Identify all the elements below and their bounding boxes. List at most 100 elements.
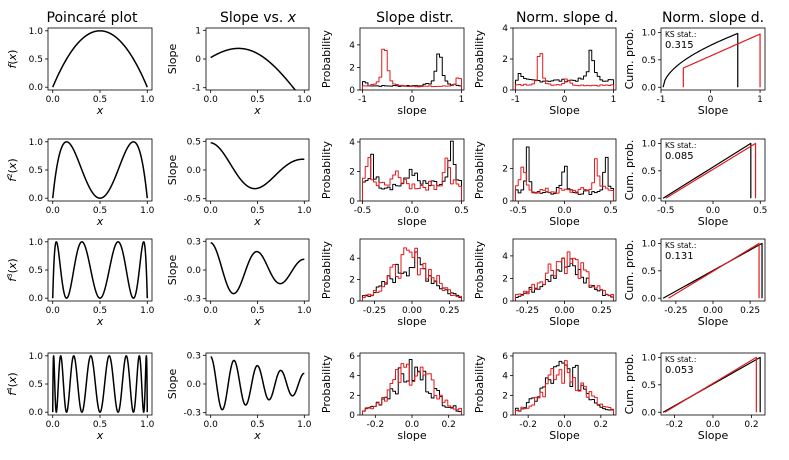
y-tick-label: 1.0	[29, 138, 44, 148]
hist-red	[361, 247, 463, 301]
y-tick-label: 2	[502, 164, 508, 174]
x-tick-label: 0.0	[46, 206, 61, 216]
x-tick-label: 0.5	[250, 95, 264, 105]
y-tick-label: 0.0	[29, 83, 44, 93]
y-axis-label: Slope	[166, 44, 179, 75]
panel-r4-c5: -0.2 0.0 0.2 0.0 0.5 1.0 Slope Cum. prob. KS sta…	[623, 352, 766, 442]
y-axis-label: Slope	[166, 255, 179, 286]
slope-curve	[210, 141, 305, 190]
x-axis-label: x	[96, 104, 104, 117]
x-tick-label: 1.0	[297, 206, 312, 216]
y-tick-label: 0.0	[187, 380, 202, 390]
y-axis-label: Probability	[320, 240, 333, 299]
x-tick-label: 0.0	[204, 420, 219, 430]
y-tick-label: 0.0	[187, 166, 202, 176]
x-tick-label: 0.5	[93, 206, 107, 216]
plot-area	[210, 141, 305, 190]
axes-frame	[359, 352, 465, 416]
norm-hist-red	[514, 251, 615, 301]
norm-hist-red	[514, 53, 615, 90]
y-tick-label: 0	[349, 86, 355, 96]
y-tick-label: 0.0	[29, 194, 44, 204]
y-tick-label: 4	[349, 41, 355, 51]
plot-area	[514, 146, 615, 201]
x-tick-label: 0.25	[592, 306, 612, 316]
y-axis-label: Probability	[473, 29, 486, 88]
x-axis-label: x	[253, 429, 261, 442]
y-tick-label: 0.0	[642, 294, 657, 304]
paren-close: )	[6, 372, 19, 376]
x-tick-label: -0.2	[666, 420, 684, 430]
y-tick-label: 4	[349, 372, 355, 382]
cdf-black	[662, 142, 752, 199]
y-tick-label: 2	[349, 391, 355, 401]
paren-open: (	[6, 383, 19, 387]
y-tick-label: 0.5	[642, 381, 656, 391]
panel-r3-c4: -0.25 0.00 0.25 0 2 4 Slope Probability	[473, 238, 617, 328]
plot-area	[52, 30, 148, 88]
y-tick-label: 1.0	[29, 27, 44, 37]
cdf-red	[665, 142, 757, 199]
axes-frame	[47, 138, 153, 202]
x-tick-label: -0.25	[516, 306, 539, 316]
axes-frame	[205, 27, 310, 91]
y-tick-label: 0.0	[642, 194, 657, 204]
x-symbol: x	[6, 376, 19, 384]
x-tick-label: 0.5	[93, 95, 107, 105]
y-axis-label-fx: f3(x)	[6, 258, 19, 281]
norm-hist-red	[514, 360, 615, 415]
poincare-curve	[51, 141, 149, 199]
x-tick-label: 0.0	[46, 306, 61, 316]
ks-stat-value: 0.085	[665, 151, 694, 162]
f-symbol: f	[6, 62, 19, 68]
f-exponent: 4	[6, 387, 14, 392]
x-axis-label: x	[253, 315, 261, 328]
y-tick-label: 0.0	[642, 83, 657, 93]
x-tick-label: 0.25	[439, 306, 459, 316]
cdf-red	[668, 242, 760, 299]
panel-r2-c3: -0.5 0.0 0.5 0 2 4 slope Probability	[320, 138, 469, 228]
y-axis-label-fx: f4(x)	[6, 372, 19, 395]
y-tick-label: 0.5	[642, 267, 656, 277]
y-tick-label: 0	[502, 297, 508, 307]
hist-red	[361, 156, 463, 201]
x-tick-label: -0.25	[664, 306, 687, 316]
x-tick-label: 0.5	[454, 206, 468, 216]
x-tick-label: 0.0	[557, 420, 572, 430]
cdf-red	[664, 356, 757, 413]
x-axis-label: x	[96, 429, 104, 442]
norm-hist-red	[514, 158, 615, 201]
y-tick-label: 0	[502, 197, 508, 207]
plot-area	[51, 141, 149, 199]
y-tick-label: 0.0	[29, 294, 44, 304]
y-tick-label: 1.0	[642, 353, 657, 363]
axes-frame	[660, 27, 766, 91]
norm-hist-black	[514, 49, 615, 90]
y-tick-label: -0.3	[183, 409, 201, 419]
hist-black	[361, 251, 463, 301]
x-tick-label: -0.2	[367, 420, 385, 430]
x-tick-label: -1	[657, 95, 666, 105]
slope-curve	[210, 356, 305, 411]
y-tick-label: 4	[349, 254, 355, 264]
plot-area	[514, 49, 615, 90]
x-tick-label: 0.0	[706, 420, 721, 430]
panel-r1-c2: 0.0 0.5 1.0 -1 0 1 x Slope	[166, 26, 312, 117]
y-tick-label: -1	[192, 84, 201, 94]
plot-area	[210, 241, 305, 295]
panel-r3-c5: -0.25 0.00 0.25 0.0 0.5 1.0 Slope Cum. prob. KS …	[623, 238, 766, 328]
y-tick-label: 2	[349, 63, 355, 73]
plot-area	[361, 247, 463, 301]
x-axis-label: slope	[397, 429, 426, 442]
x-tick-label: 0.5	[93, 306, 107, 316]
hist-red	[361, 363, 463, 415]
y-axis-label: Cum. prob.	[623, 240, 636, 301]
paren-open: (	[6, 60, 19, 64]
x-tick-label: 0.5	[753, 206, 767, 216]
x-tick-label: 0.0	[706, 206, 721, 216]
x-tick-label: 0	[708, 95, 714, 105]
axes-frame	[47, 238, 153, 302]
